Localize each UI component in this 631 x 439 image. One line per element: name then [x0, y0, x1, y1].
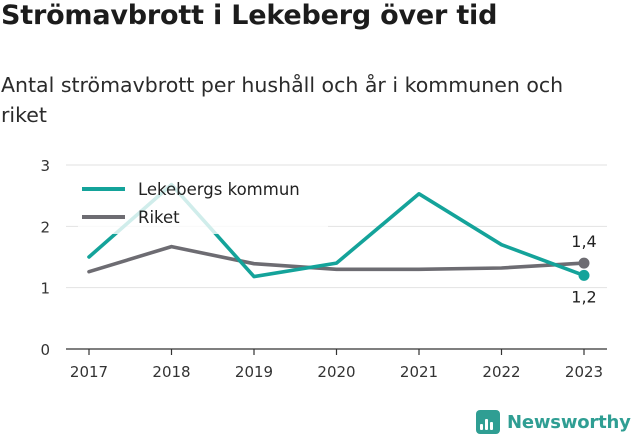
x-tick-label: 2018 — [152, 363, 190, 381]
y-tick-label: 1 — [40, 280, 50, 298]
x-tick-label: 2022 — [482, 363, 520, 381]
legend-background — [78, 176, 328, 234]
x-tick-label: 2023 — [565, 363, 603, 381]
series-line — [87, 244, 586, 274]
x-tick-label: 2021 — [400, 363, 438, 381]
series-end-label: 1,4 — [571, 232, 596, 251]
x-tick-label: 2020 — [317, 363, 355, 381]
series-end-label: 1,2 — [571, 287, 596, 306]
legend-label: Riket — [138, 208, 180, 227]
chart-subtitle: Antal strömavbrott per hushåll och år i … — [1, 73, 564, 127]
chart-title: Strömavbrott i Lekeberg över tid — [1, 0, 498, 31]
y-tick-label: 0 — [40, 341, 50, 359]
y-tick-label: 3 — [40, 157, 50, 175]
x-tick-label: 2017 — [70, 363, 108, 381]
y-tick-label: 2 — [40, 218, 50, 236]
series-end-point — [578, 257, 590, 269]
newsworthy-brand: Newsworthy — [476, 406, 631, 438]
legend-label: Lekebergs kommun — [138, 180, 300, 199]
series-end-point — [578, 269, 590, 281]
bar-chart-logo-icon — [476, 410, 500, 434]
x-tick-label: 2019 — [235, 363, 273, 381]
brand-name: Newsworthy — [507, 411, 631, 433]
